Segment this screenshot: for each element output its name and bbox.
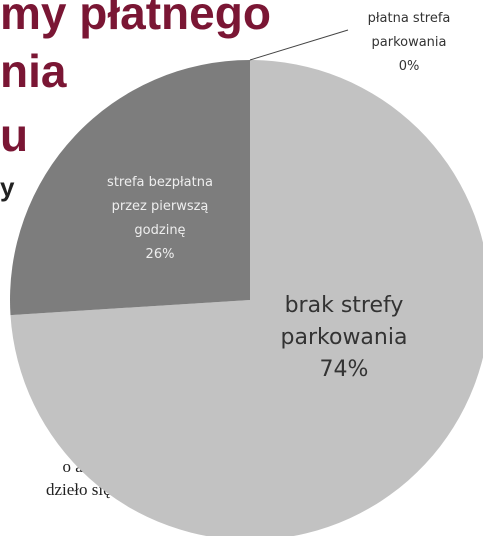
- pie-label-no-zone: brak strefy parkowania 74%: [281, 293, 408, 382]
- paid-zone-leader-line: [249, 29, 349, 61]
- pie-label-line: 74%: [320, 357, 369, 382]
- article-subheading: y: [0, 172, 15, 202]
- pie-slice-free-zone: [9, 60, 250, 316]
- pie-label-line: strefa bezpłatna: [107, 175, 213, 190]
- pie-label-free-zone: strefa bezpłatna przez pierwszą godzinę 26%: [107, 175, 213, 262]
- pie-label-line: 0%: [399, 59, 420, 74]
- pie-label-paid-zone: płatna strefa parkowania 0%: [368, 11, 451, 74]
- pie-label-line: parkowania: [281, 325, 408, 350]
- article-heading-line-2: nia: [0, 45, 67, 97]
- pie-slices: [9, 60, 483, 536]
- pie-label-line: parkowania: [372, 35, 447, 50]
- pie-label-line: płatna strefa: [368, 11, 451, 26]
- pie-slice-no-zone: [10, 60, 483, 536]
- pie-label-line: brak strefy: [285, 293, 404, 318]
- article-heading-line-3: u: [0, 109, 29, 161]
- pie-label-line: godzinę: [134, 223, 185, 238]
- article-heading-line-1: my płatnego: [0, 0, 271, 39]
- pie-labels: płatna strefa parkowania 0% brak strefy park…: [107, 11, 450, 382]
- pie-label-line: 26%: [146, 247, 175, 262]
- pie-label-line: przez pierwszą: [112, 199, 209, 214]
